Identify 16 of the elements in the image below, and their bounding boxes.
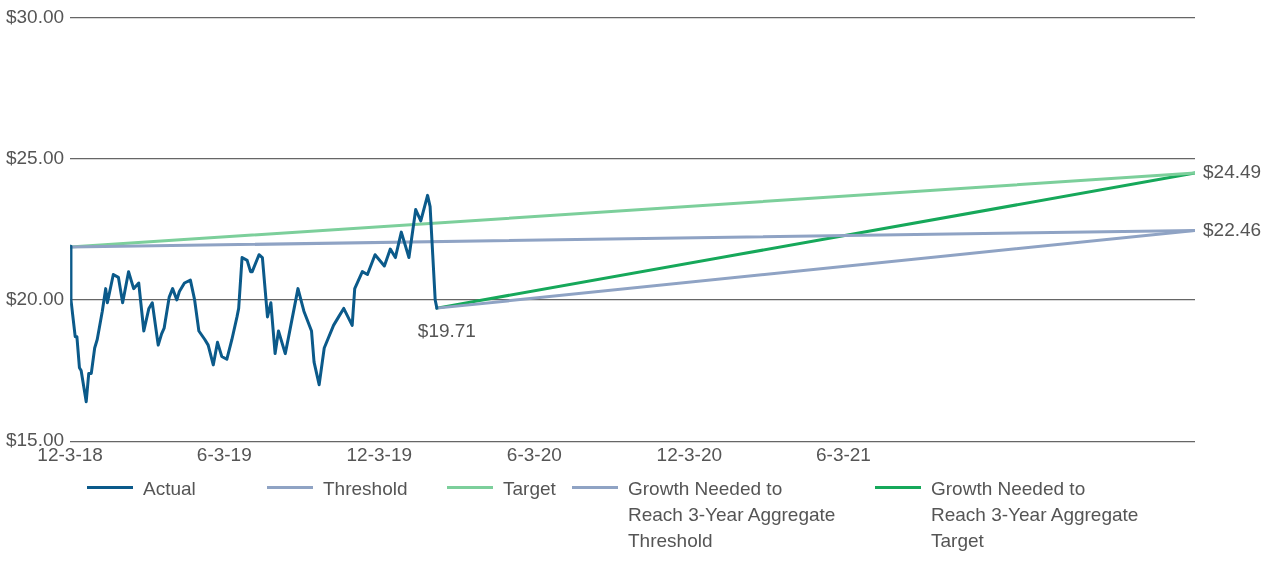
legend-label: Target [503,477,556,501]
annotation: $24.49 [1203,161,1262,183]
x-tick-label: 6-3-21 [816,443,871,465]
legend-label: Growth Needed to Reach 3-Year Aggregate Threshold [628,477,837,553]
annotation: $22.46 [1203,218,1262,240]
x-tick-label: 12-3-20 [656,443,723,465]
x-tick-label: 6-3-19 [196,443,252,465]
y-tick-label: $25.00 [5,146,65,168]
x-tick-label: 6-3-20 [506,443,562,465]
y-tick-label: $20.00 [5,288,65,310]
y-tick-label: $30.00 [5,5,65,27]
annotation: $19.71 [417,319,476,341]
legend-label: Threshold [323,477,408,501]
x-tick-label: 12-3-19 [346,443,413,465]
legend-label: Growth Needed to Reach 3-Year Aggregate Target [931,477,1140,553]
legend-label: Actual [143,477,196,501]
